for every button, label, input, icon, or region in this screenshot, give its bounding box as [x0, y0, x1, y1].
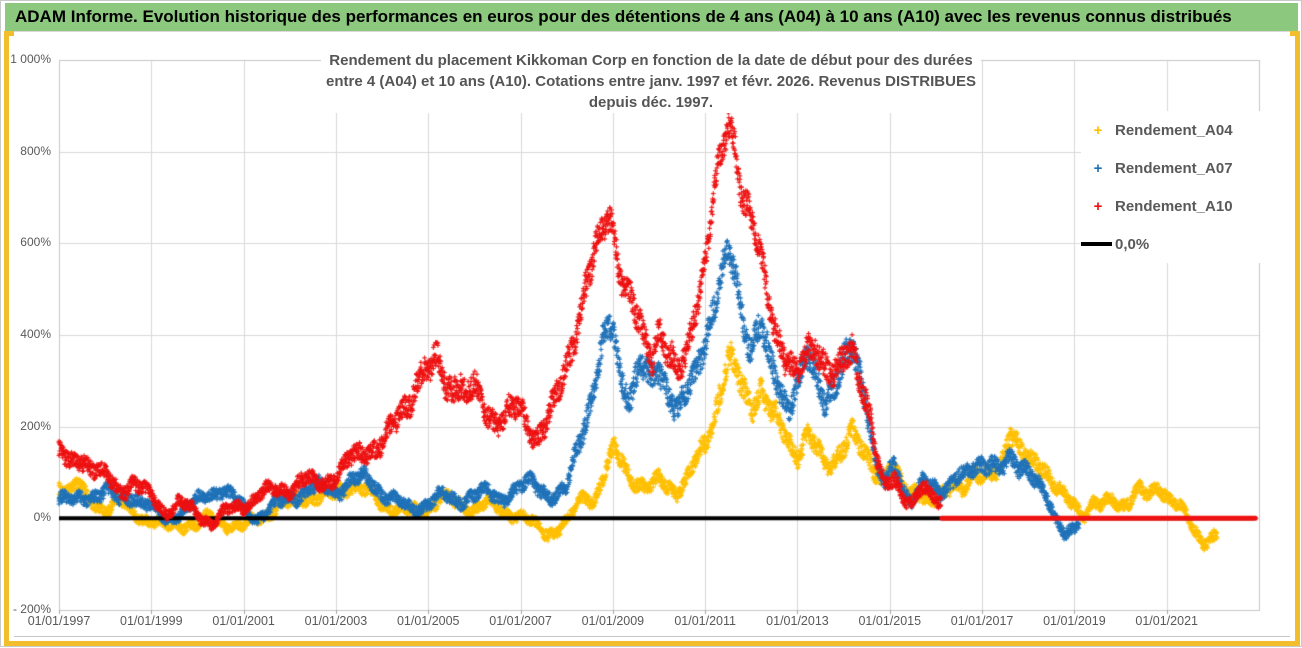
legend-item: 0,0%: [1081, 225, 1269, 263]
x-tick-label: 01/01/2011: [674, 614, 736, 628]
legend-label: Rendement_A04: [1115, 121, 1233, 139]
chart-title-line1: Rendement du placement Kikkoman Corp en …: [329, 52, 973, 69]
y-tick-label: - 200%: [12, 602, 51, 616]
x-tick-label: 01/01/2003: [304, 614, 368, 628]
legend-label: Rendement_A10: [1115, 197, 1233, 215]
y-tick-label: 600%: [20, 235, 51, 250]
x-tick-label: 01/01/2015: [858, 614, 922, 628]
legend-label: 0,0%: [1115, 235, 1150, 253]
legend-item: + Rendement_A10: [1081, 187, 1269, 225]
legend-zero-line-swatch: [1081, 242, 1112, 246]
x-tick-label: 01/01/1999: [120, 614, 183, 628]
chart-legend: + Rendement_A04 + Rendement_A07 + Rendement_A…: [1081, 111, 1269, 263]
y-tick-label: 800%: [20, 143, 51, 158]
x-tick-label: 01/01/2009: [581, 614, 645, 628]
legend-plus-marker-icon: +: [1093, 159, 1103, 177]
x-tick-label: 01/01/2007: [489, 614, 552, 628]
y-tick-label: 0%: [33, 510, 51, 525]
legend-item: + Rendement_A04: [1081, 111, 1269, 149]
x-tick-label: 01/01/2013: [766, 614, 829, 628]
legend-plus-marker-icon: +: [1093, 121, 1103, 139]
y-tick-label: 1 000%: [10, 52, 51, 66]
legend-label: Rendement_A07: [1115, 159, 1233, 177]
x-tick-label: 01/01/1997: [27, 614, 91, 628]
x-tick-label: 01/01/2019: [1043, 614, 1106, 628]
y-tick-label: 400%: [20, 327, 51, 341]
chart-title-line2: entre 4 (A04) et 10 ans (A10). Cotations…: [326, 73, 976, 111]
legend-plus-marker-icon: +: [1093, 197, 1103, 215]
chart-title: Rendement du placement Kikkoman Corp en …: [321, 50, 981, 113]
legend-item: + Rendement_A07: [1081, 149, 1269, 187]
x-tick-label: 01/01/2021: [1135, 614, 1198, 628]
x-tick-label: 01/01/2005: [396, 614, 460, 628]
x-tick-label: 01/01/2001: [212, 614, 275, 628]
y-tick-label: 200%: [20, 418, 51, 433]
x-tick-label: 01/01/2017: [950, 614, 1014, 628]
